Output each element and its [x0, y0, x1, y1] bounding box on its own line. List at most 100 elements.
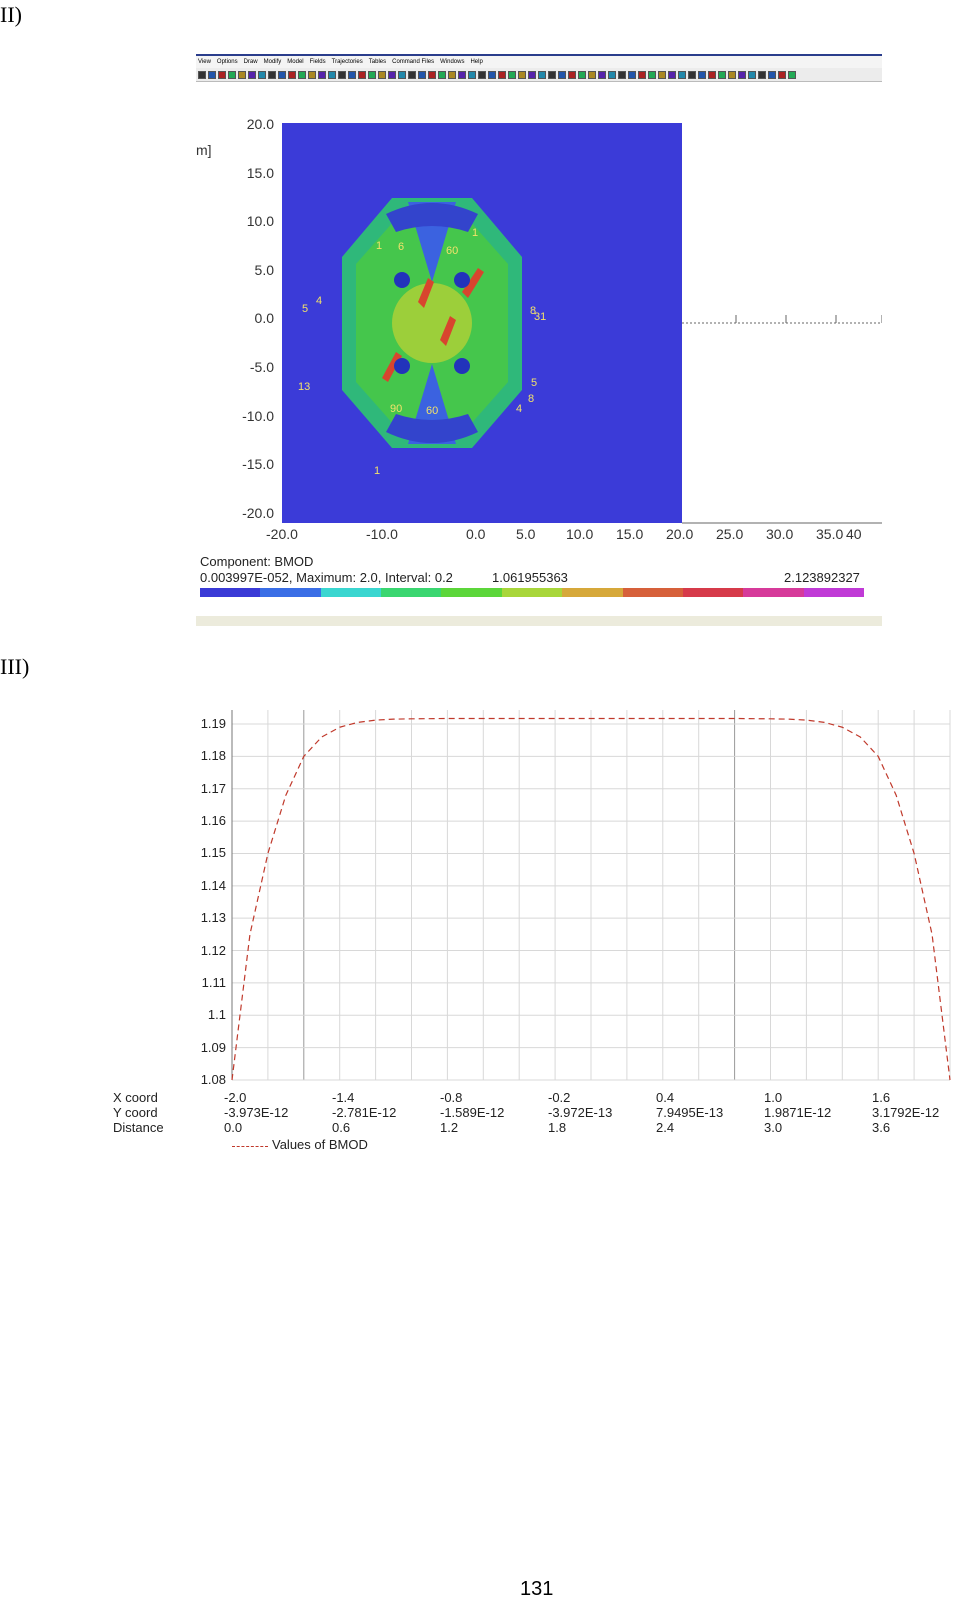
toolbar-icon[interactable] [628, 70, 636, 79]
toolbar-icon[interactable] [788, 70, 796, 79]
toolbar-icon[interactable] [498, 70, 506, 79]
toolbar-icon[interactable] [708, 70, 716, 79]
menu-item-trajectories[interactable]: Trajectories [331, 59, 363, 65]
toolbar-icon[interactable] [428, 70, 436, 79]
toolbar-icon[interactable] [288, 70, 296, 79]
toolbar-icon[interactable] [728, 70, 736, 79]
toolbar-icon[interactable] [278, 70, 286, 79]
toolbar-icon[interactable] [488, 70, 496, 79]
toolbar-icon[interactable] [318, 70, 326, 79]
x-tick-label-x-coord-ticks: 0.4 [656, 1090, 675, 1105]
toolbar-icon[interactable] [648, 70, 656, 79]
toolbar-icon[interactable] [388, 70, 396, 79]
menu-item-view[interactable]: View [198, 59, 211, 65]
menu-bar: View Options Draw Modify Model Fields Trajecto… [196, 54, 882, 68]
toolbar-icon[interactable] [348, 70, 356, 79]
toolbar-icon[interactable] [458, 70, 466, 79]
toolbar-icon[interactable] [468, 70, 476, 79]
toolbar-icon[interactable] [268, 70, 276, 79]
x-tick-label-x-coord-ticks: -0.2 [548, 1090, 571, 1105]
toolbar-icon[interactable] [398, 70, 406, 79]
toolbar-icon[interactable] [298, 70, 306, 79]
toolbar-icon[interactable] [668, 70, 676, 79]
toolbar-icon[interactable] [478, 70, 486, 79]
x-tick-label: 5.0 [516, 526, 536, 542]
toolbar-icon[interactable] [448, 70, 456, 79]
toolbar-icon[interactable] [248, 70, 256, 79]
toolbar-icon[interactable] [408, 70, 416, 79]
menu-item-windows[interactable]: Windows [440, 59, 465, 65]
contour-value-label: 5 [302, 303, 308, 315]
toolbar-icon[interactable] [328, 70, 336, 79]
toolbar-icon[interactable] [618, 70, 626, 79]
toolbar-icon[interactable] [208, 70, 216, 79]
toolbar-icon[interactable] [258, 70, 266, 79]
x-tick-label-distance-ticks: 1.2 [440, 1120, 459, 1135]
y-tick-label: -5.0 [249, 359, 274, 375]
color-scale-segment [622, 588, 683, 597]
menu-item-options[interactable]: Options [216, 59, 238, 65]
toolbar-icon[interactable] [508, 70, 516, 79]
hole-3 [394, 358, 410, 374]
status-strip [196, 616, 882, 626]
y-tick-label: 1.08 [200, 1072, 226, 1087]
toolbar-icon[interactable] [598, 70, 606, 79]
color-scale-segment [200, 588, 261, 597]
color-scale-segment [743, 588, 804, 597]
toolbar-icon[interactable] [578, 70, 586, 79]
toolbar-icon[interactable] [358, 70, 366, 79]
toolbar-icon[interactable] [768, 70, 776, 79]
toolbar-icon[interactable] [698, 70, 706, 79]
toolbar-icon[interactable] [738, 70, 746, 79]
toolbar-icon[interactable] [748, 70, 756, 79]
axis-row-label: Distance [113, 1120, 164, 1135]
toolbar-icon[interactable] [588, 70, 596, 79]
toolbar-icon[interactable] [678, 70, 686, 79]
range-label: 0.003997E-052, Maximum: 2.0, Interval: 0… [200, 570, 453, 585]
toolbar-icon[interactable] [778, 70, 786, 79]
color-scale-segment [381, 588, 442, 597]
toolbar-icon[interactable] [338, 70, 346, 79]
toolbar-icon[interactable] [368, 70, 376, 79]
x-tick-label-x-coord-ticks: -2.0 [224, 1090, 247, 1105]
x-tick-label-distance-ticks: 2.4 [656, 1120, 675, 1135]
toolbar-icon[interactable] [418, 70, 426, 79]
toolbar-icon[interactable] [638, 70, 646, 79]
toolbar-icon[interactable] [568, 70, 576, 79]
color-scale-segment [441, 588, 502, 597]
toolbar-icon[interactable] [558, 70, 566, 79]
toolbar-icon[interactable] [228, 70, 236, 79]
hotspot-1 [418, 278, 434, 308]
toolbar-icon[interactable] [548, 70, 556, 79]
toolbar-icon[interactable] [198, 70, 206, 79]
menu-item-command-files[interactable]: Command Files [392, 59, 435, 65]
menu-item-help[interactable]: Help [470, 59, 483, 65]
toolbar-icon[interactable] [238, 70, 246, 79]
menu-item-fields[interactable]: Fields [309, 59, 326, 65]
toolbar-icon[interactable] [308, 70, 316, 79]
menu-item-modify[interactable]: Modify [263, 59, 282, 65]
toolbar-icon[interactable] [518, 70, 526, 79]
toolbar-icon[interactable] [718, 70, 726, 79]
y-tick-label: 1.11 [201, 974, 226, 990]
x-tick-label: 20.0 [666, 526, 694, 542]
toolbar-icon[interactable] [528, 70, 536, 79]
hole-1 [394, 272, 410, 288]
x-tick-label-y-coord-ticks: 1.9871E-12 [764, 1105, 832, 1120]
toolbar-icon[interactable] [378, 70, 386, 79]
toolbar-icon[interactable] [658, 70, 666, 79]
toolbar-icon[interactable] [608, 70, 616, 79]
x-tick-label: 25.0 [716, 526, 744, 542]
color-scale-segment [803, 588, 864, 597]
menu-item-model[interactable]: Model [287, 59, 304, 65]
menu-item-tables[interactable]: Tables [368, 59, 387, 65]
toolbar-icon[interactable] [538, 70, 546, 79]
bmod-line-chart [231, 710, 951, 1081]
toolbar-icon[interactable] [218, 70, 226, 79]
menu-item-draw[interactable]: Draw [243, 59, 258, 65]
legend-label: Values of BMOD [272, 1137, 368, 1152]
toolbar-icon[interactable] [438, 70, 446, 79]
toolbar-icon[interactable] [688, 70, 696, 79]
toolbar-icon[interactable] [758, 70, 766, 79]
